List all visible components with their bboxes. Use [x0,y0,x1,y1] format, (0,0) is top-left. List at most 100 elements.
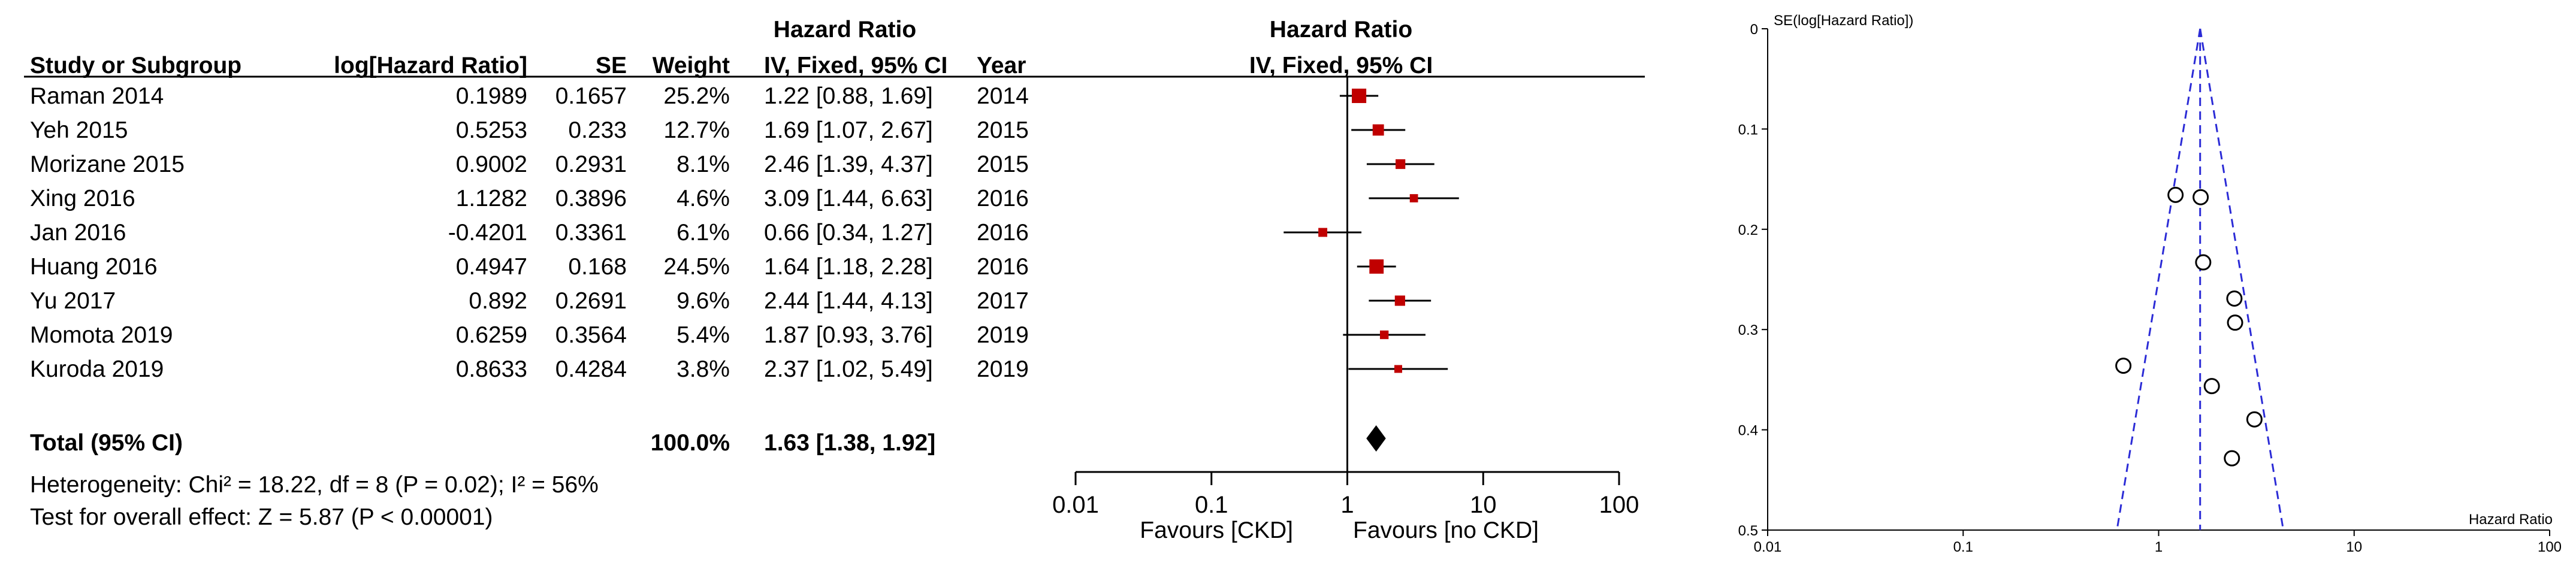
funnel-plot: SE(log[Hazard Ratio]) Hazard Ratio 0 0.1 0… [1738,13,2562,555]
study-se: 0.233 [568,117,627,143]
forest-rows: Raman 2014 0.1989 0.1657 25.2% 1.22 [0.88, 1… [30,83,1029,382]
funnel-point [2115,358,2132,374]
forest-tick-label: 0.01 [1052,492,1099,518]
study-name: Kuroda 2019 [30,356,164,382]
favours-left: Favours [CKD] [1140,517,1293,543]
funnel-y-tick-label: 0.5 [1738,523,1758,539]
funnel-xlabel: Hazard Ratio [2469,512,2553,528]
study-weight: 6.1% [677,220,730,246]
study-weight: 4.6% [677,186,730,211]
funnel-point [2167,186,2184,203]
funnel-x-tick-label: 10 [2346,539,2362,555]
funnel-point [2246,411,2263,428]
study-se: 0.3896 [555,186,627,211]
study-name: Huang 2016 [30,254,158,280]
header-ci: IV, Fixed, 95% CI [764,53,947,78]
study-name: Raman 2014 [30,83,164,109]
study-weight: 25.2% [663,83,730,109]
study-name: Yeh 2015 [30,117,128,143]
funnel-point [2203,378,2220,395]
header-loghr: log[Hazard Ratio] [334,53,527,78]
study-ci: 1.64 [1.18, 2.28] [764,254,933,280]
study-ci: 0.66 [0.34, 1.27] [764,220,933,246]
funnel-y-tick-label: 0.1 [1738,122,1758,138]
funnel-point [2227,314,2243,331]
funnel-point [2226,290,2243,307]
study-ci: 1.69 [1.07, 2.67] [764,117,933,143]
study-loghr: 0.6259 [456,322,527,348]
study-weight: 3.8% [677,356,730,382]
forest-axis: 0.01 0.1 1 10 100 [1052,77,1639,518]
study-year: 2015 [977,152,1029,177]
total-diamond [1366,425,1386,452]
study-name: Momota 2019 [30,322,173,348]
study-year: 2016 [977,254,1029,280]
study-se: 0.2691 [555,288,627,314]
study-name: Jan 2016 [30,220,126,246]
study-year: 2016 [977,220,1029,246]
study-se: 0.168 [568,254,627,280]
study-se: 0.3361 [555,220,627,246]
study-name: Xing 2016 [30,186,135,211]
funnel-right-limit [2199,28,2285,531]
funnel-y-tick-label: 0.4 [1738,423,1758,439]
study-marker [1369,259,1384,274]
funnel-ylabel: SE(log[Hazard Ratio]) [1774,13,1913,29]
funnel-left-limit [2116,28,2201,531]
funnel-x-tick-label: 1 [2155,539,2163,555]
study-marker [1396,159,1406,170]
study-year: 2015 [977,117,1029,143]
header-weight: Weight [653,53,730,78]
funnel-x-tick-label: 100 [2538,539,2562,555]
study-year: 2019 [977,322,1029,348]
forest-tick-label: 100 [1599,492,1639,518]
study-weight: 24.5% [663,254,730,280]
total-label: Total (95% CI) [30,430,183,456]
study-year: 2017 [977,288,1029,314]
study-loghr: 0.5253 [456,117,527,143]
study-se: 0.4284 [555,356,627,382]
favours-right: Favours [no CKD] [1353,517,1539,543]
total-weight: 100.0% [651,430,730,456]
study-weight: 5.4% [677,322,730,348]
study-loghr: 0.892 [469,288,527,314]
study-marker [1352,88,1367,104]
study-marker [1318,228,1328,237]
funnel-point [2195,254,2212,271]
forest-tick-label: 0.1 [1195,492,1228,518]
header-se: SE [596,53,627,78]
plot-header-sub: IV, Fixed, 95% CI [1249,53,1433,78]
study-ci: 3.09 [1.44, 6.63] [764,186,933,211]
study-weight: 8.1% [677,152,730,177]
funnel-point [2193,189,2209,205]
funnel-y-tick-label: 0.2 [1738,222,1758,238]
study-ci: 2.37 [1.02, 5.49] [764,356,933,382]
study-loghr: 0.1989 [456,83,527,109]
study-year: 2014 [977,83,1029,109]
total-ci: 1.63 [1.38, 1.92] [764,430,935,456]
study-loghr: 0.4947 [456,254,527,280]
study-weight: 12.7% [663,117,730,143]
plot-header-top: Hazard Ratio [1270,17,1412,43]
header-hazard-ratio: Hazard Ratio [774,17,916,43]
study-se: 0.3564 [555,322,627,348]
forest-plot: Hazard Ratio Study or Subgroup log[Hazar… [24,17,1645,543]
study-name: Yu 2017 [30,288,116,314]
funnel-point [2224,450,2240,467]
header-study: Study or Subgroup [30,53,241,78]
study-marker [1372,124,1384,136]
overall-effect-text: Test for overall effect: Z = 5.87 (P < 0… [30,504,493,530]
study-loghr: 0.9002 [456,152,527,177]
funnel-y-tick-label: 0 [1750,22,1758,38]
study-loghr: 0.8633 [456,356,527,382]
forest-tick-label: 10 [1470,492,1497,518]
study-year: 2016 [977,186,1029,211]
funnel-x-tick-label: 0.01 [1754,539,1782,555]
heterogeneity-text: Heterogeneity: Chi² = 18.22, df = 8 (P =… [30,472,599,498]
header-year: Year [977,53,1026,78]
study-ci: 2.46 [1.39, 4.37] [764,152,933,177]
funnel-axes: 0 0.1 0.2 0.3 0.4 0.50.01 0.1 1 10 100 [1738,22,2562,555]
study-se: 0.2931 [555,152,627,177]
study-ci: 1.87 [0.93, 3.76] [764,322,933,348]
